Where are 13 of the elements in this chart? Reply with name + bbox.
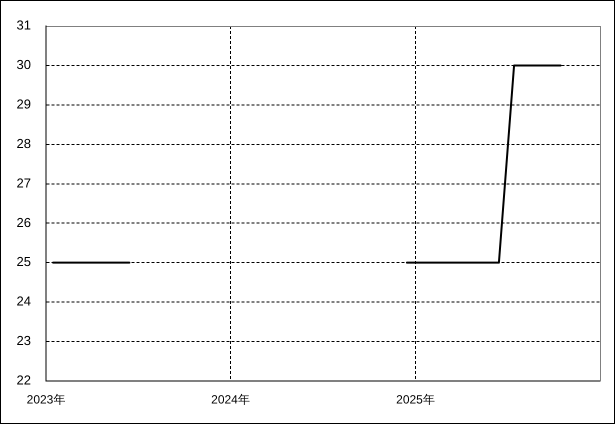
y-tick-label: 28 <box>16 136 31 151</box>
y-tick-label: 29 <box>16 96 31 112</box>
y-tick-label: 24 <box>16 294 31 309</box>
y-tick-label: 26 <box>16 214 31 230</box>
y-tick-label: 27 <box>16 175 31 190</box>
y-tick-label: 25 <box>16 254 31 270</box>
y-tick-label: 22 <box>16 372 31 388</box>
y-tick-label: 31 <box>16 18 31 33</box>
x-tick-label: 2024年 <box>211 392 250 407</box>
y-tick-label: 30 <box>16 57 31 72</box>
y-tick-label: 23 <box>16 333 31 348</box>
x-tick-label: 2023年 <box>26 392 66 407</box>
x-tick-label: 2025年 <box>396 392 435 407</box>
